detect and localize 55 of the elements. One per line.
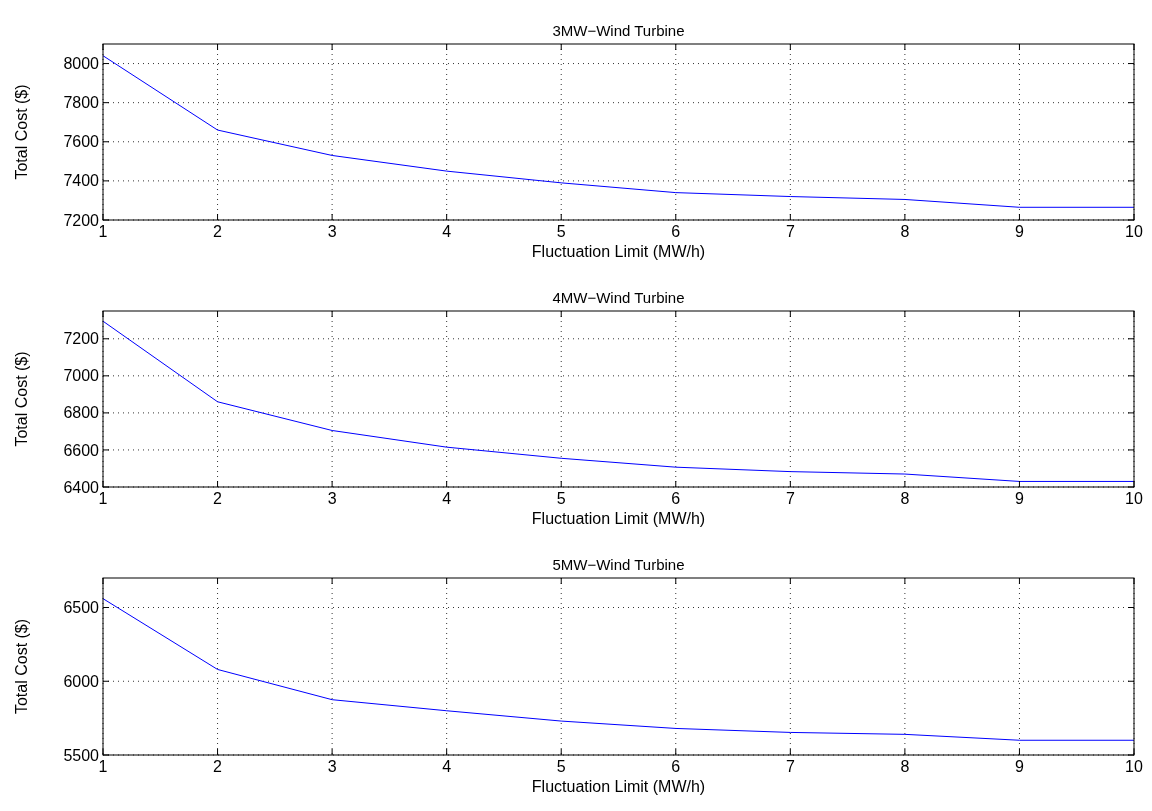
line-series: [102, 55, 1135, 208]
x-tick-label: 7: [785, 758, 795, 775]
x-tick-label: 1: [98, 490, 108, 507]
y-tick-label: 7800: [63, 94, 100, 112]
x-tick-label: 9: [1014, 758, 1024, 775]
x-axis-title: Fluctuation Limit (MW/h): [531, 243, 706, 260]
x-tick-label: 5: [556, 490, 566, 507]
y-tick-label: 6000: [63, 672, 100, 690]
y-tick-label: 7000: [63, 367, 100, 385]
y-tick-label: 6600: [63, 441, 100, 459]
x-tick-label: 9: [1014, 223, 1024, 240]
x-tick-label: 3: [327, 490, 337, 507]
x-tick-label: 2: [213, 223, 223, 240]
x-tick-label: 2: [213, 490, 223, 507]
chart-title: 5MW−Wind Turbine: [552, 556, 685, 573]
x-axis-title: Fluctuation Limit (MW/h): [531, 778, 706, 795]
x-tick-label: 8: [900, 758, 910, 775]
x-tick-label: 5: [556, 223, 566, 240]
x-tick-label: 3: [327, 223, 337, 240]
x-tick-label: 10: [1125, 223, 1143, 240]
y-tick-label: 6800: [63, 404, 100, 422]
x-tick-label: 7: [785, 223, 795, 240]
x-axis-title: Fluctuation Limit (MW/h): [531, 510, 706, 527]
x-tick-label: 6: [671, 223, 681, 240]
y-tick-label: 6500: [63, 599, 100, 617]
x-tick-label: 1: [98, 758, 108, 775]
y-axis-title: Total Cost ($): [13, 618, 30, 715]
y-tick-label: 7400: [63, 172, 100, 190]
x-tick-label: 6: [671, 758, 681, 775]
x-tick-label: 4: [442, 758, 452, 775]
x-tick-label: 4: [442, 223, 452, 240]
x-tick-label: 2: [213, 758, 223, 775]
x-tick-label: 4: [442, 490, 452, 507]
y-axis-title: Total Cost ($): [13, 84, 30, 180]
x-tick-label: 8: [900, 490, 910, 507]
y-axis-title: Total Cost ($): [13, 351, 30, 447]
x-tick-label: 10: [1125, 490, 1143, 507]
chart-title: 3MW−Wind Turbine: [552, 22, 685, 39]
x-tick-label: 3: [327, 758, 337, 775]
line-series: [102, 598, 1135, 741]
chart-title: 4MW−Wind Turbine: [552, 289, 685, 306]
line-series: [102, 320, 1135, 482]
y-tick-label: 5500: [63, 746, 100, 764]
x-tick-label: 9: [1014, 490, 1024, 507]
y-tick-label: 6400: [63, 478, 100, 496]
y-tick-label: 7600: [63, 133, 100, 151]
y-tick-label: 7200: [63, 330, 100, 348]
x-tick-label: 5: [556, 758, 566, 775]
y-tick-label: 7200: [63, 211, 100, 229]
x-tick-label: 8: [900, 223, 910, 240]
x-tick-label: 6: [671, 490, 681, 507]
x-tick-label: 1: [98, 223, 108, 240]
x-tick-label: 7: [785, 490, 795, 507]
y-tick-label: 8000: [63, 55, 100, 73]
x-tick-label: 10: [1125, 758, 1143, 775]
